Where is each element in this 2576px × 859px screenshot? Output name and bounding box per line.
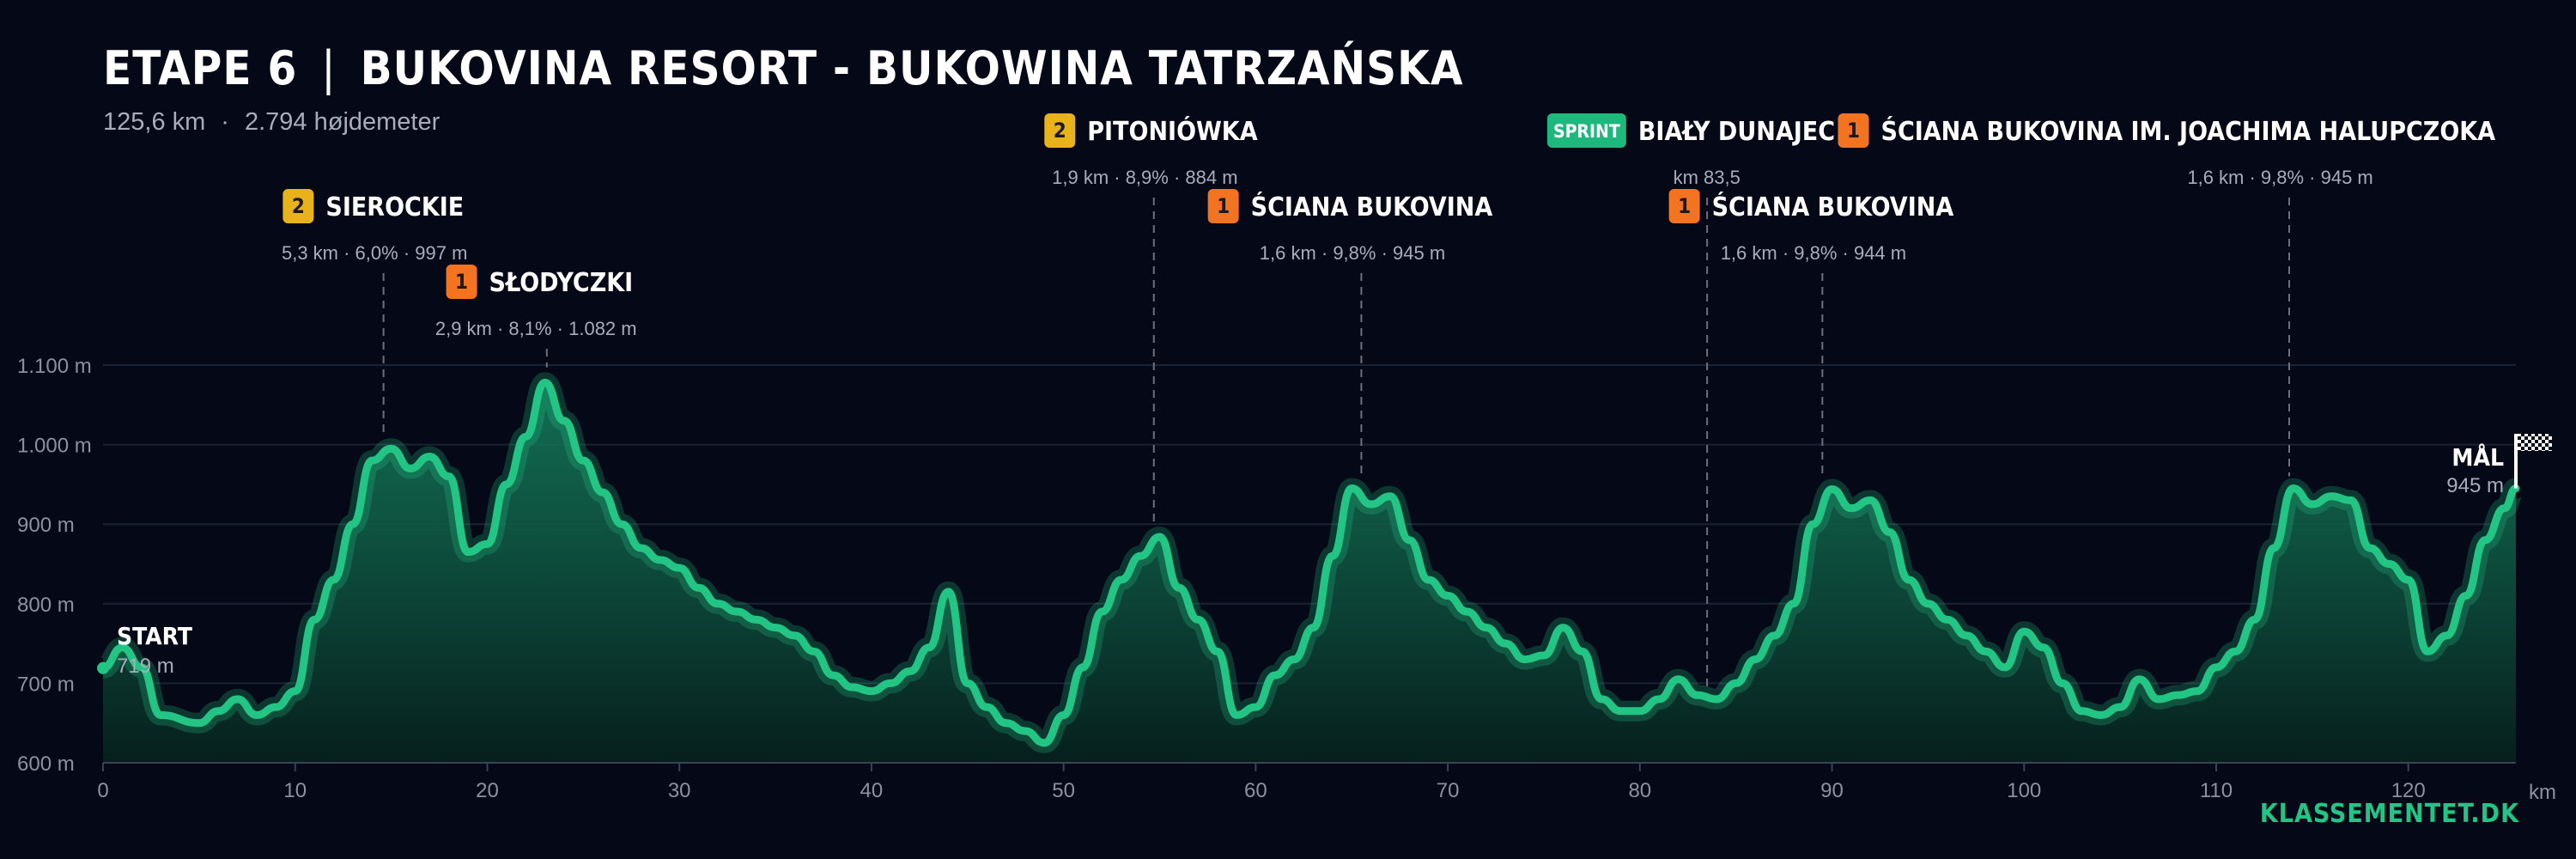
start-label: START (117, 622, 193, 650)
area-layer (99, 372, 2523, 763)
climb-badge (1838, 113, 1869, 148)
climb-stats: 1,6 km · 9,8% · 945 m (2187, 167, 2372, 188)
x-tick-label: 10 (283, 779, 307, 802)
climb-stats: 1,9 km · 8,9% · 884 m (1052, 167, 1237, 188)
y-tick-label: 800 m (17, 594, 75, 617)
header: ETAPE 6 | BUKOVINA RESORT - BUKOWINA TATRZ… (103, 34, 1463, 137)
climb-name: ŚCIANA BUKOVINA (1712, 191, 1954, 222)
climb-name: BIAŁY DUNAJEC (1638, 117, 1835, 147)
x-axis-label: km (2529, 781, 2556, 804)
x-tick-label: 70 (1437, 779, 1460, 802)
stage-route: BUKOVINA RESORT - BUKOWINA TATRZAŃSKA (360, 41, 1464, 95)
subtitle-separator: · (221, 108, 229, 136)
finish-label: MÅL (2451, 442, 2504, 472)
y-tick-label: 600 m (17, 752, 75, 776)
climb-badge (283, 189, 314, 223)
climb-badge (1044, 113, 1076, 148)
climb-badge-text: 2 (1054, 119, 1066, 143)
finish-elevation: 945 m (2446, 474, 2504, 497)
climb-name: ŚCIANA BUKOVINA IM. JOACHIMA HALUPCZOKA (1881, 115, 2496, 147)
x-tick-label: 90 (1820, 779, 1844, 802)
brand-logo: KLASSEMENTET.DK (2259, 799, 2519, 829)
y-tick-label: 900 m (17, 514, 75, 537)
x-tick-label: 60 (1244, 779, 1267, 802)
elevation-area (103, 382, 2516, 763)
y-tick-label: 700 m (17, 673, 75, 696)
start-elevation: 719 m (117, 655, 174, 678)
y-tick-label: 1.000 m (17, 435, 92, 458)
x-tick-label: 120 (2391, 779, 2426, 802)
y-tick-label: 1.100 m (17, 355, 92, 378)
finish-flag-icon (2518, 434, 2552, 451)
climb-name: SIEROCKIE (325, 192, 464, 222)
climb-stats: 5,3 km · 6,0% · 997 m (282, 242, 467, 264)
climb-badge-text: 2 (292, 194, 305, 218)
elevation-line (99, 378, 2520, 747)
stage-number: ETAPE 6 (103, 41, 298, 95)
climb-name: PITONIÓWKA (1087, 115, 1257, 147)
stage-title: ETAPE 6 | BUKOVINA RESORT - BUKOWINA TATRZ… (103, 34, 1463, 103)
climb-badge (1546, 113, 1626, 148)
climb-badge-text: 1 (1678, 194, 1691, 218)
x-tick-label: 40 (860, 779, 884, 802)
x-tick-label: 50 (1052, 779, 1075, 802)
climb-stats: 1,6 km · 9,8% · 944 m (1721, 242, 1906, 264)
x-tick-label: 0 (97, 779, 108, 802)
x-tick-label: 30 (668, 779, 691, 802)
climb-stats: 1,6 km · 9,8% · 945 m (1260, 242, 1445, 264)
climb-name: ŚCIANA BUKOVINA (1251, 191, 1493, 222)
climb-badge-text: 1 (1217, 194, 1230, 218)
start-dot (97, 661, 109, 674)
title-separator: | (321, 41, 337, 95)
climb-stats: 2,9 km · 8,1% · 1.082 m (435, 318, 637, 339)
x-tick-label: 20 (476, 779, 499, 802)
x-tick-label: 80 (1628, 779, 1651, 802)
stage-subtitle: 125,6 km · 2.794 højdemeter (103, 108, 1463, 137)
climb-badge (1207, 189, 1239, 223)
x-tick-label: 100 (2007, 779, 2041, 802)
climb-badge (446, 265, 477, 299)
climb-badge-text: 1 (455, 270, 468, 294)
climb-badge (1668, 189, 1700, 223)
climb-badge-text: 1 (1847, 119, 1860, 143)
axis-layer: 600 m 700 m 800 m 900 m 1.000 m 1.100 m 0 10 20 3… (17, 355, 2556, 804)
x-tick-label: 110 (2200, 779, 2233, 802)
stage-distance: 125,6 km (103, 108, 206, 136)
climb-name: SŁODYCZKI (489, 268, 634, 298)
climb-badge-text: SPRINT (1553, 121, 1620, 142)
stage-elevation-gain: 2.794 højdemeter (244, 108, 440, 136)
climb-stats: km 83,5 (1674, 167, 1741, 188)
